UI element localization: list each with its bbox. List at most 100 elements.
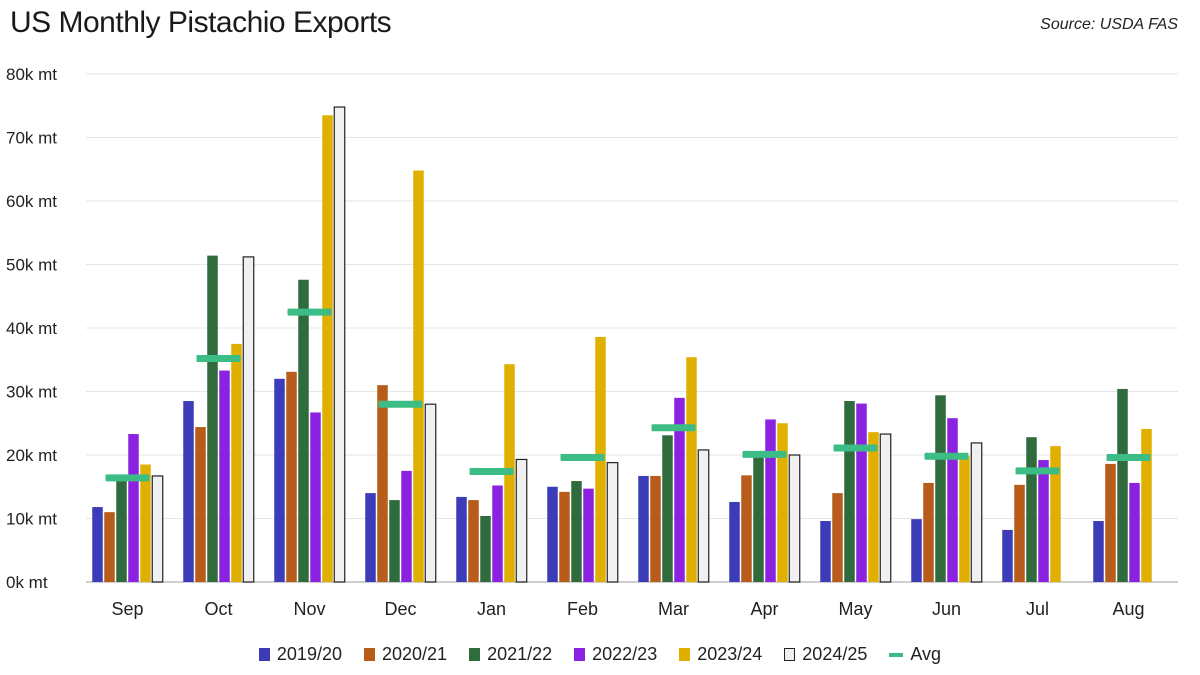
avg-marker-feb (560, 454, 605, 462)
y-tick-label: 40k mt (6, 319, 57, 338)
legend-swatch (784, 648, 796, 661)
bar-2019-20-oct (183, 401, 194, 582)
chart-source: Source: USDA FAS (1040, 16, 1178, 33)
y-tick-label: 30k mt (6, 383, 57, 402)
x-tick-label: Oct (204, 599, 232, 619)
legend: 2019/20 2020/21 2021/22 2022/23 2023/24 2024/… (0, 644, 1200, 665)
bar-2020-21-jul (1014, 484, 1025, 582)
avg-marker-sep (105, 474, 150, 482)
avg-marker-may (833, 444, 878, 452)
bar-2024-25-oct (242, 256, 255, 583)
bar-2024-25-nov (333, 106, 346, 583)
x-tick-label: Apr (750, 599, 778, 619)
bar-2019-20-may (820, 521, 831, 582)
avg-marker-dec (378, 400, 423, 408)
bar-2023-24-oct (231, 343, 242, 582)
avg-marker-aug (1106, 454, 1151, 462)
avg-marker-mar (651, 424, 696, 432)
y-tick-label: 60k mt (6, 192, 57, 211)
bar-2023-24-jun (959, 456, 970, 582)
bar-2024-25-jun (970, 442, 983, 583)
x-tick-label: Jan (477, 599, 506, 619)
bar-2019-20-apr (729, 501, 740, 582)
bar-2022-23-aug (1129, 482, 1140, 582)
bar-2019-20-feb (547, 486, 558, 582)
x-axis-labels: Sep Oct Nov Dec Jan Feb Mar Apr May Jun Jul Aug (111, 599, 1144, 619)
bar-2022-23-jan (492, 485, 503, 582)
bar-2024-25-jan (515, 458, 528, 583)
bar-2024-25-may (879, 433, 892, 583)
bar-2024-25-mar (697, 449, 710, 583)
legend-label: 2019/20 (276, 644, 342, 664)
legend-label: 2020/21 (381, 644, 448, 664)
bar-2020-21-jan (468, 500, 479, 582)
bar-2020-21-apr (741, 475, 752, 582)
bar-2021-22-jul (1026, 437, 1037, 582)
y-tick-label: 80k mt (6, 65, 57, 84)
avg-marker-oct (196, 354, 241, 362)
bar-2024-25-apr (788, 454, 801, 583)
chart-title: US Monthly Pistachio Exports (10, 6, 392, 39)
bar-2021-22-oct (207, 255, 218, 583)
bar-2022-23-feb (583, 488, 594, 582)
bar-2022-23-apr (765, 419, 776, 582)
x-tick-label: Dec (384, 599, 416, 619)
bar-2024-25-feb (606, 462, 619, 583)
legend-label: Avg (910, 644, 942, 664)
legend-swatch (574, 648, 586, 661)
legend-swatch (363, 648, 375, 661)
bar-2022-23-nov (310, 412, 321, 582)
bar-2021-22-apr (753, 455, 764, 582)
bar-2019-20-jun (911, 519, 922, 582)
bar-2021-22-jan (480, 515, 491, 582)
avg-marker-nov (287, 308, 332, 316)
y-tick-label: 10k mt (6, 510, 57, 529)
bar-2021-22-dec (389, 500, 400, 582)
gridlines (86, 73, 1178, 583)
x-tick-label: Nov (293, 599, 325, 619)
legend-item: Avg (889, 644, 941, 665)
bar-2020-21-aug (1105, 463, 1116, 582)
bar-2022-23-jul (1038, 460, 1049, 582)
bar-2023-24-dec (413, 170, 424, 582)
bar-2024-25-dec (424, 403, 437, 583)
avg-markers (105, 308, 1151, 482)
bar-2023-24-aug (1141, 428, 1152, 582)
x-tick-label: Jul (1026, 599, 1049, 619)
bar-2020-21-feb (559, 491, 570, 582)
avg-marker-jan (469, 468, 514, 476)
legend-item: 2022/23 (574, 644, 657, 665)
bar-2021-22-may (844, 401, 855, 582)
legend-swatch (469, 648, 481, 661)
avg-marker-jul (1015, 467, 1060, 475)
x-tick-label: Sep (111, 599, 143, 619)
bar-2021-22-sep (116, 475, 127, 582)
legend-item: 2024/25 (784, 644, 867, 665)
bar-2019-20-sep (92, 507, 103, 582)
bar-2022-23-sep (128, 434, 139, 582)
bar-2020-21-nov (286, 371, 297, 582)
x-tick-label: Mar (658, 599, 689, 619)
x-tick-label: May (838, 599, 872, 619)
bar-2019-20-aug (1093, 521, 1104, 582)
bar-2021-22-feb (571, 481, 582, 582)
bar-2019-20-jan (456, 496, 467, 582)
x-tick-label: Aug (1112, 599, 1144, 619)
bar-2024-25-sep (151, 475, 164, 583)
bar-2023-24-nov (322, 115, 333, 583)
legend-label: 2023/24 (697, 644, 763, 664)
legend-item: 2019/20 (258, 644, 342, 665)
bar-2019-20-jul (1002, 529, 1013, 582)
bar-2023-24-jul (1050, 446, 1061, 582)
legend-item: 2020/21 (363, 644, 448, 665)
bar-2020-21-jun (923, 482, 934, 582)
bar-2022-23-mar (674, 397, 685, 582)
bar-2023-24-apr (777, 423, 788, 582)
legend-item: 2021/22 (469, 644, 552, 665)
legend-swatch (889, 652, 904, 657)
legend-label: 2021/22 (487, 644, 553, 664)
legend-swatch (679, 648, 691, 661)
bar-2020-21-sep (104, 512, 115, 582)
y-tick-label: 20k mt (6, 446, 57, 465)
bar-2022-23-may (856, 403, 867, 582)
